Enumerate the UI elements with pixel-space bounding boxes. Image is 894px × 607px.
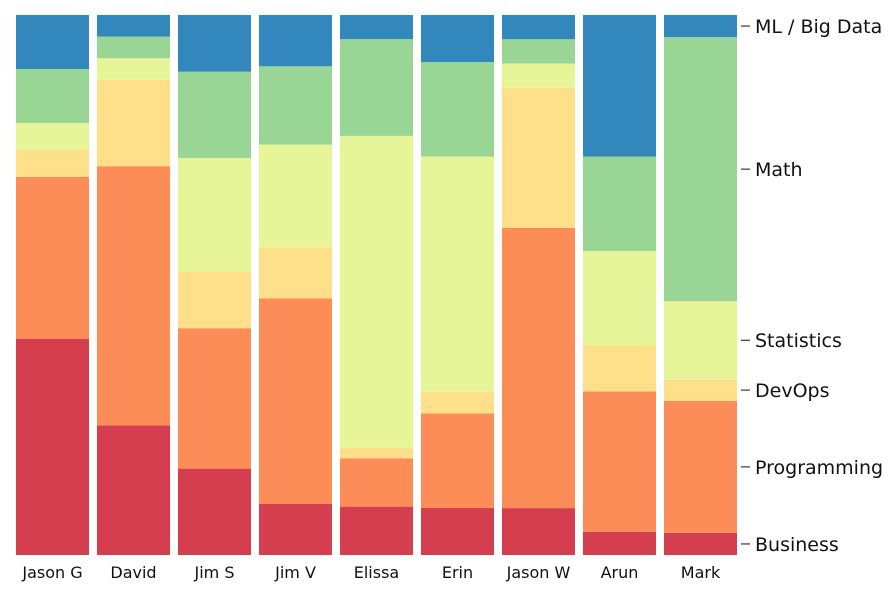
bar-column-mark bbox=[664, 15, 737, 555]
bar-segment-jason-w-math bbox=[502, 39, 575, 64]
series-label-business: Business bbox=[755, 534, 839, 556]
bar-column-erin bbox=[421, 15, 494, 555]
series-label-statistics: Statistics bbox=[755, 330, 842, 352]
bar-segment-jim-s-business bbox=[178, 468, 251, 555]
bars-group bbox=[16, 15, 737, 555]
bar-segment-erin-devops bbox=[421, 391, 494, 414]
bar-segment-arun-programming bbox=[583, 391, 656, 532]
bar-segment-arun-business bbox=[583, 531, 656, 555]
bar-segment-jim-s-devops bbox=[178, 271, 251, 329]
bar-segment-david-business bbox=[97, 425, 170, 555]
bar-segment-mark-programming bbox=[664, 400, 737, 533]
series-label-programming: Programming bbox=[755, 457, 883, 479]
bar-segment-jim-v-statistics bbox=[259, 144, 332, 248]
category-label-elissa: Elissa bbox=[354, 563, 399, 582]
bar-column-jason-w bbox=[502, 15, 575, 555]
bar-segment-mark-math bbox=[664, 37, 737, 302]
bar-segment-arun-ml-big-data bbox=[583, 15, 656, 157]
bar-segment-jason-g-programming bbox=[16, 177, 89, 339]
bar-segment-jason-w-programming bbox=[502, 227, 575, 509]
bar-segment-elissa-business bbox=[340, 506, 413, 555]
series-label-devops: DevOps bbox=[755, 380, 829, 402]
bar-segment-erin-ml-big-data bbox=[421, 15, 494, 63]
bar-segment-arun-math bbox=[583, 156, 656, 251]
category-label-mark: Mark bbox=[681, 563, 721, 582]
bar-segment-arun-statistics bbox=[583, 250, 656, 346]
bar-column-arun bbox=[583, 15, 656, 555]
bar-segment-jason-w-devops bbox=[502, 87, 575, 228]
bar-segment-jim-v-ml-big-data bbox=[259, 15, 332, 67]
bar-segment-elissa-programming bbox=[340, 458, 413, 507]
bar-segment-jason-w-ml-big-data bbox=[502, 15, 575, 40]
category-label-erin: Erin bbox=[442, 563, 473, 582]
bar-segment-jason-g-devops bbox=[16, 150, 89, 177]
bar-segment-jason-w-business bbox=[502, 508, 575, 555]
bar-segment-jim-v-math bbox=[259, 66, 332, 145]
bar-column-david bbox=[97, 15, 170, 555]
bar-segment-mark-ml-big-data bbox=[664, 15, 737, 38]
category-label-jason-g: Jason G bbox=[21, 563, 82, 582]
bar-segment-elissa-statistics bbox=[340, 135, 413, 448]
category-label-jim-s: Jim S bbox=[194, 563, 235, 582]
category-label-david: David bbox=[110, 563, 156, 582]
bar-segment-jason-g-math bbox=[16, 69, 89, 123]
bar-column-elissa bbox=[340, 15, 413, 555]
bar-segment-arun-devops bbox=[583, 345, 656, 392]
series-label-math: Math bbox=[755, 159, 803, 181]
bar-segment-elissa-math bbox=[340, 39, 413, 136]
bar-segment-erin-math bbox=[421, 62, 494, 157]
bar-segment-jason-g-statistics bbox=[16, 123, 89, 150]
bar-segment-jim-s-programming bbox=[178, 328, 251, 469]
category-label-arun: Arun bbox=[601, 563, 639, 582]
bar-segment-jim-v-devops bbox=[259, 247, 332, 299]
bar-segment-jim-v-programming bbox=[259, 298, 332, 504]
bar-segment-erin-statistics bbox=[421, 156, 494, 392]
bar-segment-mark-devops bbox=[664, 379, 737, 401]
bar-segment-jason-w-statistics bbox=[502, 63, 575, 88]
bar-segment-jason-g-business bbox=[16, 339, 89, 555]
bar-segment-jason-g-ml-big-data bbox=[16, 15, 89, 69]
bar-segment-david-programming bbox=[97, 166, 170, 426]
bar-segment-elissa-ml-big-data bbox=[340, 15, 413, 40]
bar-segment-mark-business bbox=[664, 532, 737, 555]
category-label-jason-w: Jason W bbox=[506, 563, 571, 582]
bar-segment-mark-statistics bbox=[664, 301, 737, 380]
bar-segment-jim-s-math bbox=[178, 71, 251, 159]
bar-segment-david-ml-big-data bbox=[97, 15, 170, 37]
bar-segment-elissa-devops bbox=[340, 447, 413, 459]
bar-column-jim-s bbox=[178, 15, 251, 555]
bar-column-jim-v bbox=[259, 15, 332, 555]
bar-segment-david-statistics bbox=[97, 58, 170, 80]
bar-segment-jim-s-ml-big-data bbox=[178, 15, 251, 72]
bar-segment-david-devops bbox=[97, 79, 170, 167]
bar-segment-jim-v-business bbox=[259, 503, 332, 555]
bar-column-jason-g bbox=[16, 15, 89, 555]
bar-segment-david-math bbox=[97, 36, 170, 59]
bar-segment-jim-s-statistics bbox=[178, 158, 251, 272]
bar-segment-erin-business bbox=[421, 507, 494, 555]
series-label-ml-big-data: ML / Big Data bbox=[755, 16, 882, 38]
bar-segment-erin-programming bbox=[421, 413, 494, 508]
category-label-jim-v: Jim V bbox=[274, 563, 316, 582]
series-labels: Business Programming DevOps Statistics Math M… bbox=[741, 16, 883, 556]
